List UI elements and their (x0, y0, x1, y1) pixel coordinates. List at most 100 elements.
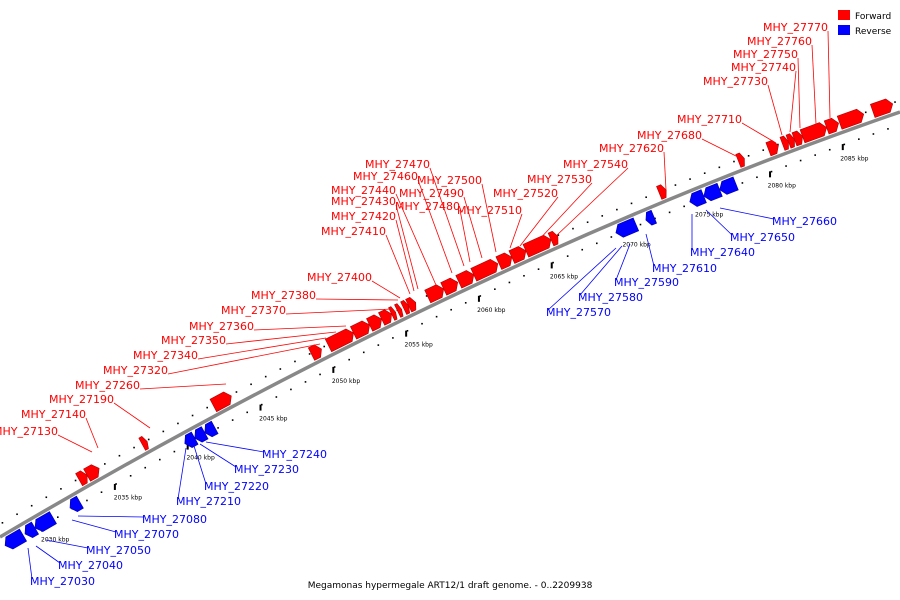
forward-gene-label[interactable]: MHY_27190 (49, 393, 114, 406)
forward-gene-label[interactable]: MHY_27740 (731, 61, 796, 74)
reverse-gene[interactable] (204, 420, 219, 438)
forward-gene-label[interactable]: MHY_27480 (395, 200, 460, 213)
forward-gene-label[interactable]: MHY_27320 (103, 364, 168, 377)
reverse-gene[interactable] (34, 511, 57, 532)
forward-gene-label[interactable]: MHY_27430 (331, 195, 396, 208)
forward-gene[interactable] (378, 309, 392, 326)
reverse-gene-label[interactable]: MHY_27580 (578, 291, 643, 304)
forward-gene-label[interactable]: MHY_27130 (0, 425, 58, 438)
forward-gene[interactable] (307, 344, 322, 361)
forward-gene-label[interactable]: MHY_27420 (331, 210, 396, 223)
forward-gene[interactable] (735, 152, 745, 168)
reverse-gene-label[interactable]: MHY_27650 (730, 231, 795, 244)
forward-gene-label[interactable]: MHY_27140 (21, 408, 86, 421)
minor-tick-lower (100, 491, 103, 493)
legend-reverse-label: Reverse (855, 27, 892, 37)
minor-tick-lower (595, 242, 598, 245)
reverse-gene[interactable] (689, 189, 707, 207)
forward-gene[interactable] (366, 314, 382, 332)
minor-tick-upper (16, 513, 18, 516)
reverse-gene[interactable] (24, 521, 40, 538)
forward-gene[interactable] (394, 303, 404, 318)
forward-gene-label[interactable]: MHY_27260 (75, 379, 140, 392)
forward-gene[interactable] (424, 284, 445, 304)
forward-gene-label[interactable]: MHY_27680 (637, 129, 702, 142)
forward-gene[interactable] (791, 130, 803, 147)
forward-gene[interactable] (823, 117, 839, 135)
reverse-gene-label[interactable]: MHY_27030 (30, 575, 95, 588)
minor-tick-lower (654, 217, 656, 220)
forward-gene-label[interactable]: MHY_27410 (321, 225, 386, 238)
tick-label: 2060 kbp (477, 307, 505, 314)
forward-gene[interactable] (785, 133, 795, 149)
reverse-gene-label[interactable]: MHY_27660 (772, 215, 837, 228)
reverse-gene-label-leader (579, 245, 623, 296)
forward-gene-label[interactable]: MHY_27440 (331, 184, 396, 197)
reverse-gene-label[interactable]: MHY_27240 (262, 448, 327, 461)
forward-gene-label[interactable]: MHY_27490 (399, 187, 464, 200)
forward-gene[interactable] (400, 300, 411, 315)
reverse-gene[interactable] (719, 176, 739, 195)
reverse-gene[interactable] (184, 431, 199, 448)
forward-gene[interactable] (388, 306, 398, 321)
reverse-gene-label[interactable]: MHY_27610 (652, 262, 717, 275)
forward-gene-label[interactable]: MHY_27770 (763, 21, 828, 34)
forward-gene-label[interactable]: MHY_27380 (251, 289, 316, 302)
reverse-gene[interactable] (4, 528, 28, 550)
forward-gene-label[interactable]: MHY_27360 (189, 320, 254, 333)
reverse-gene-label[interactable]: MHY_27050 (86, 544, 151, 557)
reverse-gene[interactable] (645, 209, 657, 226)
reverse-gene-label[interactable]: MHY_27230 (234, 463, 299, 476)
forward-gene-label[interactable]: MHY_27540 (563, 158, 628, 171)
minor-tick-lower (872, 133, 875, 135)
forward-gene-label[interactable]: MHY_27500 (417, 174, 482, 187)
forward-gene[interactable] (349, 320, 370, 340)
forward-gene-label[interactable]: MHY_27750 (733, 48, 798, 61)
forward-gene[interactable] (779, 135, 789, 151)
reverse-gene[interactable] (194, 426, 209, 443)
reverse-gene-label[interactable]: MHY_27570 (546, 306, 611, 319)
forward-gene[interactable] (470, 258, 499, 282)
forward-gene[interactable] (765, 140, 779, 157)
forward-gene-label[interactable]: MHY_27470 (365, 158, 430, 171)
forward-gene[interactable] (455, 270, 475, 289)
forward-gene[interactable] (75, 470, 88, 487)
forward-gene-label[interactable]: MHY_27400 (307, 271, 372, 284)
reverse-gene-label[interactable]: MHY_27040 (58, 559, 123, 572)
forward-gene[interactable] (547, 230, 559, 247)
forward-gene[interactable] (522, 234, 552, 258)
forward-gene[interactable] (836, 108, 865, 130)
reverse-gene-label[interactable]: MHY_27210 (176, 495, 241, 508)
forward-gene-label[interactable]: MHY_27520 (493, 187, 558, 200)
forward-gene-label[interactable]: MHY_27530 (527, 173, 592, 186)
minor-tick-lower (756, 176, 758, 179)
forward-gene[interactable] (405, 297, 417, 313)
forward-gene-label[interactable]: MHY_27510 (457, 204, 522, 217)
forward-gene-label[interactable]: MHY_27710 (677, 113, 742, 126)
forward-gene[interactable] (656, 184, 667, 200)
forward-gene[interactable] (138, 436, 149, 451)
forward-gene[interactable] (870, 98, 894, 118)
reverse-gene-label[interactable]: MHY_27070 (114, 528, 179, 541)
forward-gene[interactable] (83, 464, 100, 482)
forward-gene-label[interactable]: MHY_27370 (221, 304, 286, 317)
forward-gene-label[interactable]: MHY_27350 (161, 334, 226, 347)
forward-gene[interactable] (495, 252, 513, 270)
forward-gene-label[interactable]: MHY_27730 (703, 75, 768, 88)
forward-gene[interactable] (324, 328, 354, 353)
reverse-gene[interactable] (703, 182, 723, 202)
forward-gene[interactable] (440, 277, 459, 296)
forward-gene-label[interactable]: MHY_27620 (599, 142, 664, 155)
reverse-gene-label[interactable]: MHY_27220 (204, 480, 269, 493)
forward-gene-label[interactable]: MHY_27760 (747, 35, 812, 48)
forward-gene[interactable] (508, 246, 527, 264)
reverse-gene[interactable] (69, 495, 84, 513)
reverse-gene-label[interactable]: MHY_27590 (614, 276, 679, 289)
reverse-gene-label[interactable]: MHY_27080 (142, 513, 207, 526)
reverse-gene-label[interactable]: MHY_27640 (690, 246, 755, 259)
reverse-gene[interactable] (615, 217, 640, 238)
minor-tick-lower (217, 427, 219, 429)
forward-gene-label[interactable]: MHY_27340 (133, 349, 198, 362)
forward-gene[interactable] (209, 391, 232, 413)
forward-gene-label[interactable]: MHY_27460 (353, 170, 418, 183)
